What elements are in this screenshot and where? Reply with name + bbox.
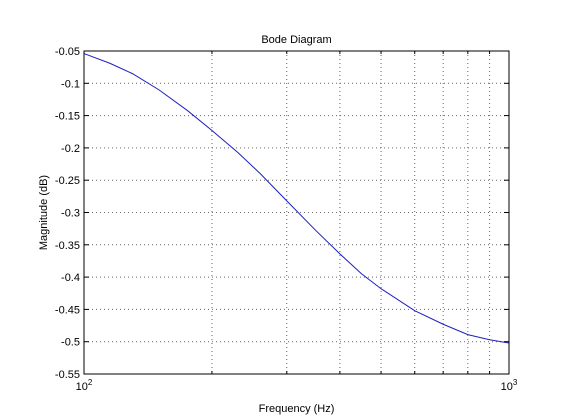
y-tick-label: -0.4 <box>61 272 80 284</box>
y-tick-label: -0.15 <box>55 111 80 123</box>
y-tick-label: -0.2 <box>61 143 80 155</box>
y-tick-label: -0.35 <box>55 240 80 252</box>
y-tick-label: -0.5 <box>61 337 80 349</box>
grid-lines <box>84 51 509 374</box>
y-tick-label: -0.55 <box>55 369 80 381</box>
y-tick-label: -0.05 <box>55 46 80 58</box>
x-axis-label: Frequency (Hz) <box>259 403 335 415</box>
x-tick-label: 103 <box>501 378 518 393</box>
y-tick-label: -0.45 <box>55 304 80 316</box>
y-tick-label: -0.3 <box>61 208 80 220</box>
y-tick-label: -0.1 <box>61 78 80 90</box>
magnitude-series-line <box>83 53 510 344</box>
x-tick-label: 102 <box>76 378 93 393</box>
axis-ticks <box>83 50 510 375</box>
y-tick-label: -0.25 <box>55 175 80 187</box>
x-tick-labels: 102 103 <box>76 378 518 393</box>
chart-title: Bode Diagram <box>261 34 331 46</box>
y-axis-label: Magnitude (dB) <box>38 175 50 250</box>
y-tick-labels: -0.05 -0.1 -0.15 -0.2 -0.25 -0.3 -0.35 -0.4 -0.4… <box>55 46 80 381</box>
series-layer <box>83 53 510 344</box>
